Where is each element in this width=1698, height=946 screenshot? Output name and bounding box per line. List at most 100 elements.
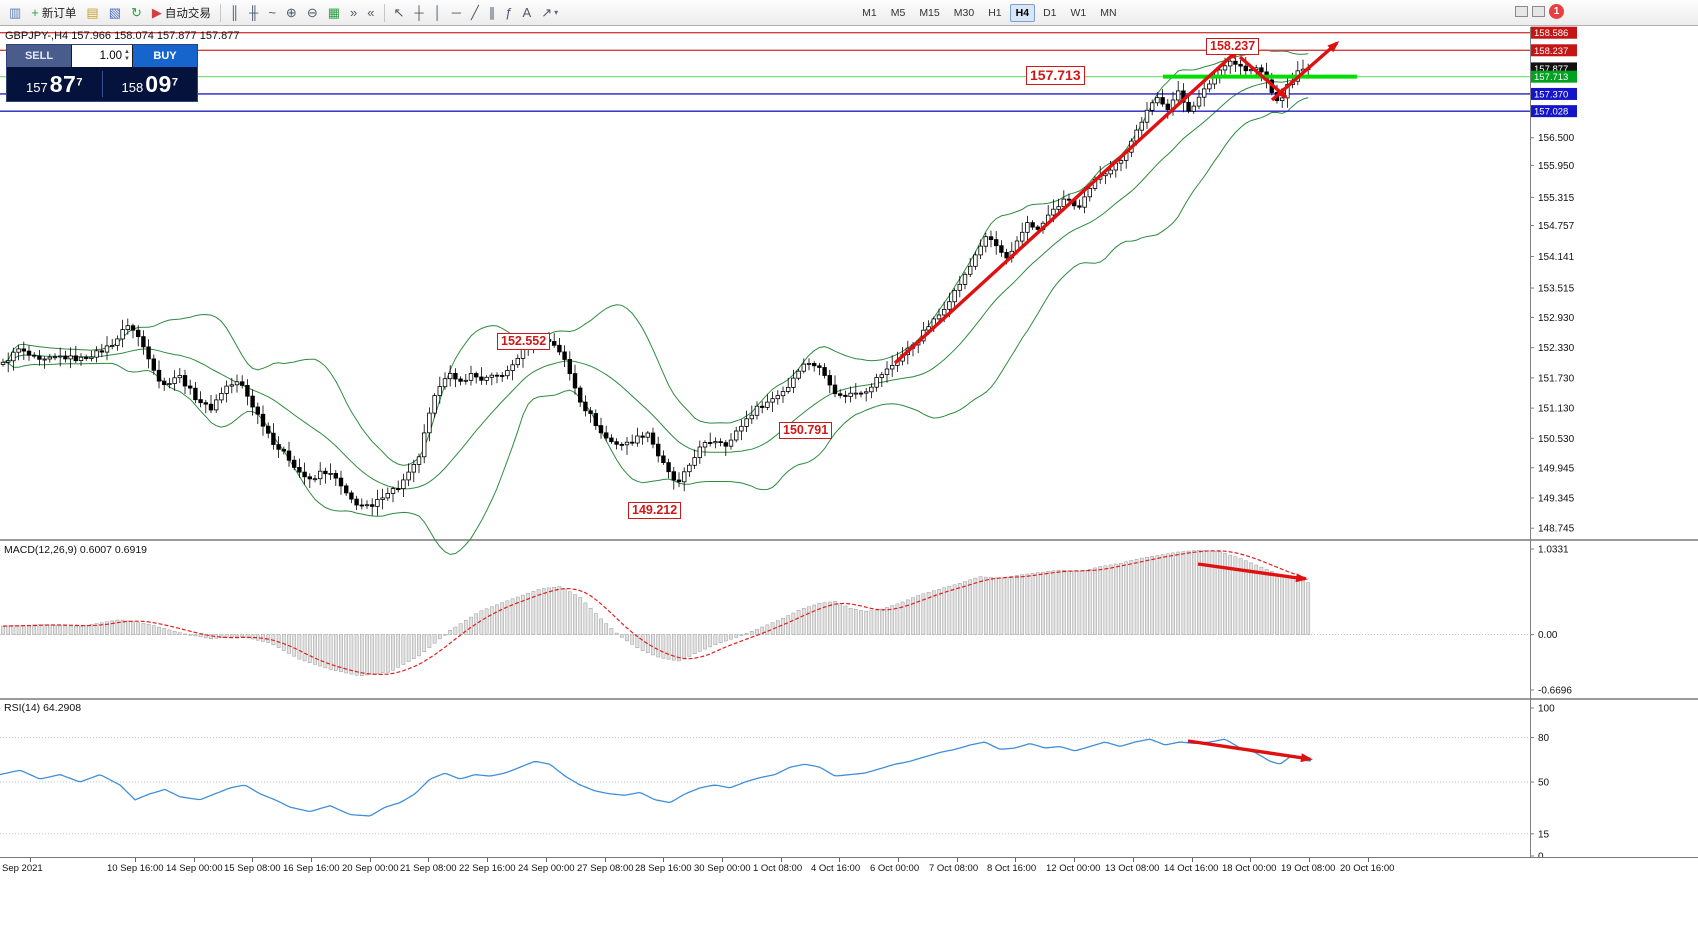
time-tick (546, 858, 547, 862)
lot-stepper: ▲ ▼ (124, 49, 130, 62)
new-chart-icon: ▥ (9, 5, 22, 20)
candles (0, 54, 1311, 516)
navigator-icon: ▧ (108, 5, 121, 20)
lot-size-input[interactable] (82, 50, 123, 62)
grid-button[interactable]: ▦ (323, 3, 345, 23)
time-tick (252, 858, 253, 862)
timeframe-m5-button[interactable]: M5 (890, 6, 906, 19)
horizontal-lines[interactable] (0, 32, 1530, 112)
time-axis: Sep 2021 10 Sep 16:00 14 Sep 00:00 15 Sep 0… (0, 857, 1698, 946)
timeframe-w1-button[interactable]: W1 (1070, 6, 1087, 19)
time-label: 20 Sep 00:00 (342, 863, 399, 874)
macd-signal-line (2, 550, 1309, 676)
svg-text:50: 50 (1538, 778, 1550, 789)
time-tick (781, 858, 782, 862)
auto-scroll-button[interactable]: » (345, 3, 362, 23)
fibonacci-button[interactable]: ƒ (500, 3, 517, 23)
time-label: 30 Sep 00:00 (694, 863, 751, 874)
time-tick (663, 858, 664, 862)
horizontal-line-button[interactable]: ─ (447, 3, 466, 23)
macd-panel: 1.0331 0.00 -0.6696 (0, 545, 1572, 697)
buy-button[interactable]: BUY (133, 45, 197, 67)
toolbar-buttons: ▥ + 新订单 ▤ ▧ ↻ ▶ 自动交易 ║ ╫ ~ ⊕ ⊖ ▦ » « ↖ ┼ │ ─ ╱ ∥ ƒ A ↗ ▾ (4, 3, 563, 23)
symbol-period: GBPJPY-,H4 (5, 30, 69, 42)
svg-text:151.130: 151.130 (1538, 404, 1575, 415)
svg-text:157.877: 157.877 (1534, 64, 1568, 75)
svg-text:149.345: 149.345 (1538, 493, 1575, 504)
market-watch-button[interactable]: ▤ (81, 3, 103, 23)
price-annotation-label[interactable]: 157.713 (1026, 66, 1085, 85)
zoom-out-button[interactable]: ⊖ (302, 3, 323, 23)
price-annotation-label[interactable]: 152.552 (497, 333, 551, 350)
text-button[interactable]: A (518, 3, 537, 23)
time-label: 21 Sep 08:00 (400, 863, 457, 874)
time-label: 12 Oct 00:00 (1046, 863, 1101, 874)
time-label: 7 Oct 08:00 (929, 863, 979, 874)
timeframe-m15-button[interactable]: M15 (919, 6, 940, 19)
buy-price[interactable]: 158097 (121, 70, 178, 97)
svg-text:154.757: 154.757 (1538, 221, 1575, 232)
time-label: 22 Sep 16:00 (459, 863, 516, 874)
time-tick (194, 858, 195, 862)
time-label: 10 Sep 16:00 (107, 863, 164, 874)
window-icon[interactable] (1532, 6, 1545, 17)
autotrade-button[interactable]: ▶ 自动交易 (147, 3, 216, 23)
timeframe-d1-button[interactable]: D1 (1043, 6, 1057, 19)
time-label: 8 Oct 16:00 (987, 863, 1037, 874)
refresh-icon: ↻ (130, 5, 142, 20)
timeframe-m1-button[interactable]: M1 (862, 6, 877, 19)
vertical-line-button[interactable]: │ (429, 3, 447, 23)
time-label: 24 Sep 00:00 (518, 863, 575, 874)
arrows-icon: ↗ (541, 5, 553, 20)
navigator-button[interactable]: ▧ (104, 3, 126, 23)
svg-text:156.500: 156.500 (1538, 133, 1575, 144)
notification-badge[interactable]: 1 (1549, 4, 1564, 19)
time-tick (1368, 858, 1369, 862)
lot-increase-button[interactable]: ▲ (124, 49, 130, 56)
candlestick-chart-button[interactable]: ╫ (244, 3, 263, 23)
lot-decrease-button[interactable]: ▼ (124, 56, 130, 62)
sell-button[interactable]: SELL (7, 45, 71, 67)
timeframe-h4-button[interactable]: H4 (1009, 3, 1036, 22)
bar-chart-button[interactable]: ║ (225, 3, 244, 23)
time-label: 28 Sep 16:00 (635, 863, 692, 874)
timeframe-m30-button[interactable]: M30 (953, 6, 975, 19)
svg-text:155.315: 155.315 (1538, 193, 1575, 204)
chart-shift-button[interactable]: « (362, 3, 379, 23)
new-chart-button[interactable]: ▥ (4, 3, 26, 23)
chart-title: GBPJPY-,H4 157.966 158.074 157.877 157.8… (5, 30, 239, 42)
price-annotation-label[interactable]: 158.237 (1206, 38, 1260, 55)
line-chart-button[interactable]: ~ (263, 3, 281, 23)
timeframe-toolbar: M1 M5 M15 M30 H1 H4 D1 W1 MN (855, 3, 1123, 22)
zoom-in-button[interactable]: ⊕ (281, 3, 302, 23)
sell-price[interactable]: 157877 (26, 70, 83, 97)
rsi-panel: 1008050150 (0, 704, 1555, 863)
time-label: 19 Oct 08:00 (1281, 863, 1336, 874)
svg-text:152.330: 152.330 (1538, 343, 1575, 354)
refresh-button[interactable]: ↻ (126, 3, 147, 23)
time-tick (605, 858, 606, 862)
trendline-button[interactable]: ╱ (466, 3, 484, 23)
auto-scroll-icon: » (350, 5, 358, 20)
time-tick (30, 858, 31, 862)
toolbar-right: 1 (1515, 4, 1564, 19)
arrows-button[interactable]: ↗ ▾ (536, 3, 563, 23)
timeframe-h1-button[interactable]: H1 (988, 6, 1002, 19)
svg-text:154.141: 154.141 (1538, 252, 1575, 263)
channel-button[interactable]: ∥ (484, 3, 501, 23)
new-order-button[interactable]: + 新订单 (26, 3, 81, 23)
trend-arrows[interactable] (893, 41, 1340, 763)
timeframe-mn-button[interactable]: MN (1100, 6, 1117, 19)
price-annotation-label[interactable]: 150.791 (779, 422, 833, 439)
time-tick (1074, 858, 1075, 862)
crosshair-button[interactable]: ┼ (409, 3, 428, 23)
trendline-icon: ╱ (470, 5, 479, 20)
cursor-button[interactable]: ↖ (389, 3, 410, 23)
chevron-down-icon[interactable]: ▾ (554, 8, 559, 17)
time-tick (898, 858, 899, 862)
price-annotation-label[interactable]: 149.212 (628, 502, 682, 519)
time-label: 20 Oct 16:00 (1340, 863, 1395, 874)
svg-text:80: 80 (1538, 733, 1550, 744)
window-icon[interactable] (1515, 6, 1528, 17)
